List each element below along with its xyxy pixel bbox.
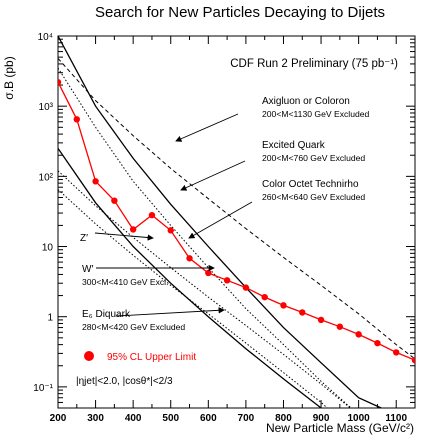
legend-marker xyxy=(84,351,94,361)
curve-axigluon-or-coloron xyxy=(58,58,415,360)
limit-point xyxy=(205,269,212,277)
y-tick-label: 10⁴ xyxy=(38,32,53,43)
annotation-arrow xyxy=(94,232,154,241)
annotation-diquark-line: 280<M<420 GeV Excluded xyxy=(82,322,185,332)
y-tick-label: 10⁻¹ xyxy=(33,383,53,394)
annotation-axigluon-line: 200<M<1130 GeV Excluded xyxy=(262,109,370,119)
limit-curve xyxy=(58,78,415,364)
limit-point xyxy=(129,226,137,233)
annotation-zprime-line: Z′ xyxy=(80,233,88,244)
limit-point xyxy=(223,277,231,284)
annotation-technirho-line: Color Octet Technirho xyxy=(262,179,359,190)
annotation-labels: Axigluon or Coloron 200<M<1130 GeV Exclud… xyxy=(80,96,370,332)
axis-ticks: 200 300 400 500 600 700 800 900 1000 1100 10⁻¹ 1 10 1… xyxy=(33,32,416,424)
plot-frame xyxy=(57,35,416,409)
limit-point xyxy=(393,349,400,356)
curve-w- xyxy=(58,170,352,408)
x-tick-label: 400 xyxy=(125,413,142,424)
annotation-axigluon-line: Axigluon or Coloron xyxy=(262,96,350,107)
annotation-wprime-line: W′ xyxy=(82,264,93,275)
legend-label: 95% CL Upper Limit xyxy=(107,352,196,363)
y-tick-label: 1 xyxy=(47,313,53,324)
plot-border xyxy=(57,35,416,409)
y-tick-label: 10 xyxy=(42,243,54,254)
curve-excited-quark xyxy=(58,36,382,408)
x-axis-label: New Particle Mass (GeV/c²) xyxy=(266,421,414,435)
curve-e-diquark xyxy=(58,148,323,408)
limit-point xyxy=(374,339,381,347)
annotation-arrow xyxy=(175,113,239,142)
limit-point xyxy=(58,78,62,86)
x-tick-label: 200 xyxy=(50,413,67,424)
limit-point xyxy=(261,293,268,301)
limit-point xyxy=(167,227,174,234)
limit-line xyxy=(58,81,415,361)
y-tick-label: 10³ xyxy=(39,102,54,113)
limit-point xyxy=(92,178,99,185)
annotation-arrow xyxy=(188,201,253,239)
limit-point xyxy=(73,116,80,123)
x-tick-label: 500 xyxy=(162,413,179,424)
annotation-arrows xyxy=(94,113,253,317)
annotation-diquark-line: E₆ Diquark xyxy=(82,309,131,320)
x-tick-label: 700 xyxy=(238,413,255,424)
limit-point xyxy=(111,197,118,204)
limit-point xyxy=(299,309,306,316)
limit-point xyxy=(411,356,415,364)
limit-point xyxy=(280,302,287,309)
x-tick-label: 1000 xyxy=(348,413,371,424)
y-tick-label: 10² xyxy=(39,172,54,183)
x-tick-label: 1100 xyxy=(385,413,407,424)
limit-point xyxy=(242,284,250,291)
annotation-excited-quark-line: 200<M<760 GeV Excluded xyxy=(262,153,365,163)
x-tick-label: 800 xyxy=(275,413,292,424)
limit-point xyxy=(186,255,193,262)
x-tick-label: 300 xyxy=(87,413,104,424)
limit-point xyxy=(317,316,325,324)
chart-title: Search for New Particles Decaying to Dij… xyxy=(95,4,385,21)
run-label: CDF Run 2 Preliminary (75 pb⁻¹) xyxy=(230,58,398,70)
x-tick-label: 900 xyxy=(313,413,330,424)
y-axis-label: σ.B (pb) xyxy=(2,56,16,99)
limit-point xyxy=(336,323,344,330)
cuts-label: |ηjet|<2.0, |cosθ*|<2/3 xyxy=(76,376,173,387)
x-tick-label: 600 xyxy=(200,413,217,424)
annotation-arrow xyxy=(180,160,246,191)
annotation-technirho-line: 260<M<640 GeV Excluded xyxy=(262,192,365,202)
annotation-arrow xyxy=(115,307,225,317)
limit-point xyxy=(355,331,362,338)
annotation-wprime-line: 300<M<410 GeV Excl. xyxy=(82,277,168,287)
limit-point xyxy=(148,211,156,219)
annotation-excited-quark-line: Excited Quark xyxy=(262,140,326,151)
